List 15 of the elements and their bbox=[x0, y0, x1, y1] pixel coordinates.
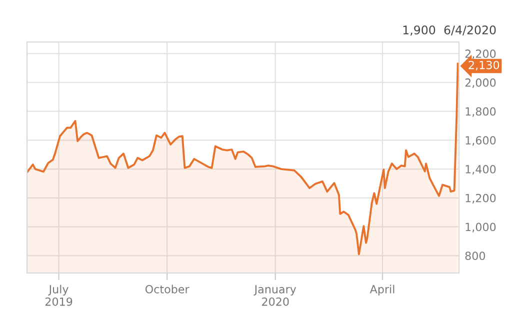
y-tick-label: 1,400 bbox=[466, 165, 496, 175]
text: 2,130 bbox=[468, 60, 500, 70]
y-tick-label: 2,200 bbox=[465, 50, 496, 60]
y-tick-label: 1,600 bbox=[466, 136, 496, 146]
y-tick-label: 1,800 bbox=[466, 107, 496, 117]
y-tick-label: 1,000 bbox=[466, 222, 496, 232]
x-tick-label: July 2019 bbox=[45, 284, 72, 306]
text: 6/4/2020 bbox=[444, 25, 496, 36]
y-tick-label: 800 bbox=[465, 252, 486, 260]
text: 1,900 bbox=[403, 25, 436, 36]
x-tick-label: October bbox=[145, 284, 190, 294]
x-tick-label: April bbox=[370, 284, 394, 296]
x-tick-label: January 2020 bbox=[254, 285, 296, 306]
y-tick-label: 2,000 bbox=[465, 78, 496, 88]
y-tick-label: 1,200 bbox=[466, 194, 496, 204]
